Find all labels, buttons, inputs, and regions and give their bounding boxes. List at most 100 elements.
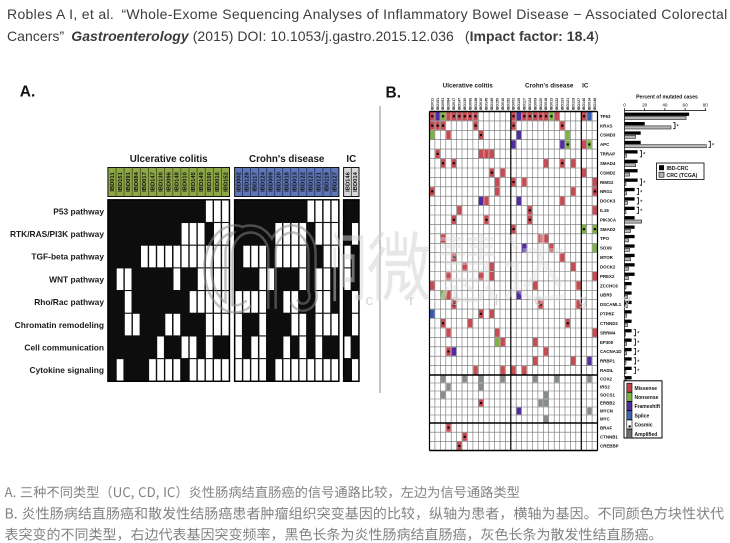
svg-text:IBD151: IBD151	[436, 98, 440, 111]
svg-text:Crohn's disease: Crohn's disease	[249, 154, 325, 165]
svg-text:IBD016: IBD016	[501, 98, 505, 111]
svg-text:IC: IC	[582, 83, 589, 90]
svg-text:IBD147: IBD147	[150, 172, 156, 192]
svg-text:IBD016: IBD016	[215, 171, 221, 191]
svg-text:SMAD2: SMAD2	[600, 227, 616, 232]
svg-text:IBD127: IBD127	[577, 98, 581, 111]
svg-text:COX2: COX2	[600, 377, 613, 382]
svg-text:IBD084: IBD084	[447, 97, 451, 110]
svg-text:CREBBP: CREBBP	[600, 444, 619, 449]
svg-text:CRC (TCGA): CRC (TCGA)	[667, 173, 698, 179]
svg-text:IBD014: IBD014	[353, 171, 359, 191]
svg-text:*: *	[643, 152, 646, 159]
svg-text:SRRM4: SRRM4	[600, 330, 616, 335]
svg-text:60: 60	[683, 103, 689, 108]
svg-text:IBD150: IBD150	[207, 172, 213, 192]
svg-text:IBD117: IBD117	[253, 172, 259, 191]
svg-text:SMAD4: SMAD4	[600, 161, 616, 166]
svg-text:*: *	[637, 331, 640, 338]
svg-text:IBD130: IBD130	[158, 172, 164, 192]
svg-text:*: *	[637, 368, 640, 375]
svg-text:IBD150: IBD150	[495, 98, 499, 111]
svg-text:Splice: Splice	[635, 413, 650, 419]
svg-text:Cell communication: Cell communication	[24, 343, 104, 353]
svg-text:Cytokine signaling: Cytokine signaling	[30, 365, 104, 375]
svg-text:ERBB2: ERBB2	[600, 401, 615, 406]
svg-text:Missense: Missense	[635, 386, 658, 392]
svg-text:IBD149: IBD149	[490, 98, 494, 111]
svg-text:IBD152: IBD152	[223, 172, 229, 192]
svg-text:0: 0	[623, 103, 626, 108]
svg-text:DOCK2: DOCK2	[600, 265, 616, 270]
svg-text:EP300: EP300	[600, 340, 614, 345]
svg-text:KRAS: KRAS	[600, 123, 613, 128]
svg-text:IBD096: IBD096	[468, 98, 472, 111]
svg-text:IBD119: IBD119	[325, 172, 331, 192]
svg-text:IBD148: IBD148	[175, 171, 181, 191]
svg-text:IBD149: IBD149	[199, 171, 205, 191]
svg-text:WNT pathway: WNT pathway	[49, 274, 104, 284]
svg-text:IBD122: IBD122	[555, 98, 559, 111]
svg-text:IBD-CRC: IBD-CRC	[667, 166, 689, 172]
svg-text:BRAF: BRAF	[600, 425, 613, 430]
svg-text:*: *	[676, 124, 679, 131]
svg-text:Rho/Rac pathway: Rho/Rac pathway	[34, 297, 104, 307]
svg-text:RTK/RAS/PI3K pathway: RTK/RAS/PI3K pathway	[10, 229, 104, 239]
svg-text:Crohn's disease: Crohn's disease	[525, 83, 574, 90]
svg-text:TRRAP: TRRAP	[600, 152, 615, 157]
svg-text:IBD010: IBD010	[183, 172, 189, 192]
svg-text:IBD123: IBD123	[309, 171, 315, 191]
svg-text:IBD017: IBD017	[142, 172, 148, 192]
svg-text:IC: IC	[346, 154, 356, 165]
svg-text:IBD126: IBD126	[517, 98, 521, 111]
svg-text:TPO: TPO	[600, 236, 610, 241]
svg-text:P53 pathway: P53 pathway	[53, 206, 104, 216]
svg-text:IBD010: IBD010	[479, 98, 483, 111]
svg-text:IBD126: IBD126	[244, 171, 250, 191]
svg-text:IBD096: IBD096	[167, 171, 173, 191]
svg-text:IBD084: IBD084	[134, 171, 140, 191]
svg-text:ZCCHC6: ZCCHC6	[600, 283, 618, 288]
svg-text:B.: B.	[386, 85, 402, 102]
svg-text:*: *	[712, 142, 715, 149]
svg-text:Chromatin remodeling: Chromatin remodeling	[15, 320, 104, 330]
svg-text:TP53: TP53	[600, 114, 611, 119]
svg-text:IBD124: IBD124	[261, 171, 267, 191]
svg-text:CSMD3: CSMD3	[600, 133, 616, 138]
svg-text:*: *	[637, 359, 640, 366]
svg-text:PREX2: PREX2	[600, 274, 615, 279]
svg-text:IBD011: IBD011	[430, 98, 434, 110]
svg-text:IBD009: IBD009	[269, 171, 275, 191]
svg-text:*: *	[637, 340, 640, 347]
svg-text:Nonsense: Nonsense	[635, 395, 659, 401]
svg-text:SOCS1: SOCS1	[600, 393, 615, 398]
svg-text:Cosmic: Cosmic	[635, 423, 653, 429]
svg-text:CTNNB1: CTNNB1	[600, 435, 618, 440]
svg-text:IL16: IL16	[600, 208, 609, 213]
svg-text:20: 20	[642, 103, 648, 108]
svg-text:IBD013: IBD013	[293, 171, 299, 191]
svg-text:RIMS2: RIMS2	[600, 180, 614, 185]
svg-text:80: 80	[703, 103, 709, 108]
svg-text:IBD120: IBD120	[277, 172, 283, 192]
svg-text:*: *	[637, 349, 640, 356]
svg-text:IRS2: IRS2	[600, 385, 610, 390]
svg-text:IBD119: IBD119	[571, 98, 575, 110]
svg-text:IBD009: IBD009	[533, 98, 537, 111]
svg-text:IBD018: IBD018	[544, 98, 548, 111]
svg-text:IBD146: IBD146	[582, 98, 586, 111]
svg-text:*: *	[643, 180, 646, 187]
svg-text:DSCAML1: DSCAML1	[600, 302, 622, 307]
svg-text:IBD002: IBD002	[512, 98, 516, 111]
svg-text:*: *	[640, 189, 643, 196]
svg-text:MYCN: MYCN	[600, 409, 613, 414]
svg-text:PIK3CA: PIK3CA	[600, 217, 617, 222]
svg-text:IBD121: IBD121	[317, 171, 323, 191]
svg-text:*: *	[640, 208, 643, 215]
svg-text:SOX9: SOX9	[600, 246, 612, 251]
svg-text:RADIL: RADIL	[600, 368, 614, 373]
svg-text:APC: APC	[600, 142, 610, 147]
svg-text:IBD127: IBD127	[333, 172, 339, 192]
svg-text:Frameshift: Frameshift	[635, 404, 661, 410]
svg-text:IBD013: IBD013	[550, 98, 554, 111]
